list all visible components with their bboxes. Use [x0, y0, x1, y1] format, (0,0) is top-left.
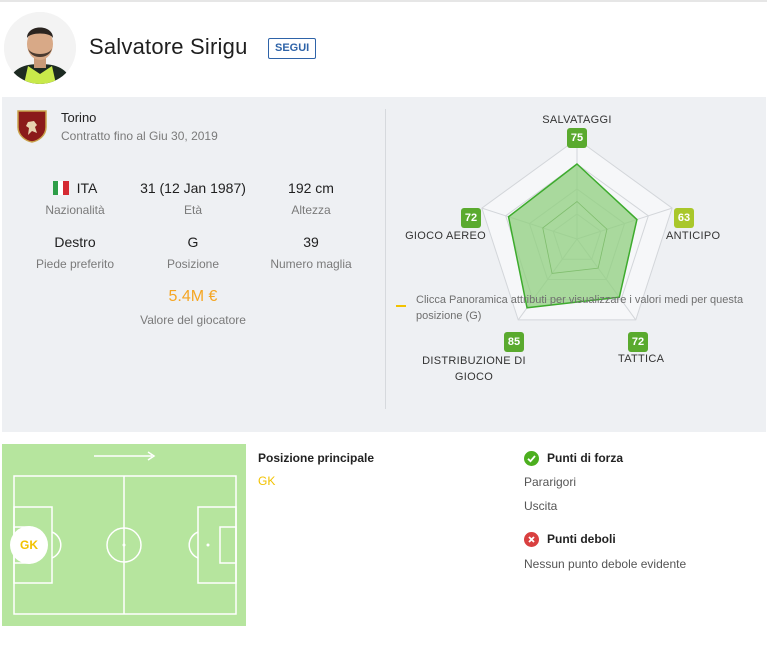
gk-marker — [10, 526, 48, 564]
panel-divider — [385, 109, 386, 409]
foot-label: Piede preferito — [35, 257, 115, 271]
pitch-lines — [10, 451, 237, 615]
player-info-panel: Torino Contratto fino al Giu 30, 2019 IT… — [2, 97, 766, 432]
gk-marker-label: GK — [20, 538, 38, 552]
attr-badge-gioco-aereo: 72 — [461, 208, 481, 228]
position-pitch: GK — [2, 444, 246, 626]
radar-note: Clicca Panoramica attributi per visualiz… — [416, 294, 744, 322]
market-value: 5.4M € — [168, 288, 218, 305]
weakness-item: Nessun punto debole evidente — [524, 557, 687, 571]
height-value: 192 cm — [288, 180, 334, 196]
shirt-number-value: 39 — [303, 234, 319, 250]
stat-position: G Posizione — [128, 234, 258, 271]
follow-button[interactable]: SEGUI — [268, 38, 317, 59]
position-label: Posizione — [166, 257, 220, 271]
weaknesses-title: Punti deboli — [547, 532, 616, 546]
main-position-value: GK — [258, 474, 276, 488]
stat-preferred-foot: Destro Piede preferito — [10, 234, 140, 271]
attr-badge-anticipo: 63 — [674, 208, 694, 228]
attr-label-gioco-aereo: GIOCO AEREO — [405, 230, 486, 242]
player-avatar — [4, 12, 76, 84]
italy-flag-icon — [52, 181, 69, 195]
radar-chart — [481, 138, 673, 321]
legend-dash — [396, 305, 406, 307]
market-value-label: Valore del giocatore — [140, 313, 246, 327]
stat-height: 192 cm Altezza — [246, 180, 376, 217]
x-circle-icon — [524, 532, 539, 547]
attr-badge-salvataggi: 75 — [567, 128, 587, 148]
strength-item: Uscita — [524, 499, 558, 513]
position-value: G — [187, 234, 199, 250]
attr-label-anticipo: ANTICIPO — [666, 230, 721, 242]
contract-expiry: Contratto fino al Giu 30, 2019 — [61, 129, 218, 143]
nationality-label: Nazionalità — [45, 203, 105, 217]
attr-label-salvataggi: SALVATAGGI — [542, 114, 612, 126]
stat-age: 31 (12 Jan 1987) Età — [128, 180, 258, 217]
check-circle-icon — [524, 451, 539, 466]
torino-crest-icon[interactable] — [16, 109, 48, 143]
shirt-number-label: Numero maglia — [270, 257, 352, 271]
strength-item: Pararigori — [524, 475, 577, 489]
top-border — [0, 0, 767, 2]
club-name[interactable]: Torino — [61, 110, 97, 125]
height-label: Altezza — [291, 203, 331, 217]
attr-badge-distribuzione: 85 — [504, 332, 524, 352]
strengths-title: Punti di forza — [547, 451, 623, 465]
stat-shirt-number: 39 Numero maglia — [246, 234, 376, 271]
attribute-radar: SALVATAGGI 75 ANTICIPO 63 TATTICA 72 DIS… — [386, 97, 766, 432]
stat-nationality: ITA Nazionalità — [10, 180, 140, 217]
player-name: Salvatore Sirigu — [89, 34, 248, 59]
nationality-value: ITA — [76, 180, 98, 196]
foot-value: Destro — [54, 234, 96, 250]
main-position-title: Posizione principale — [258, 451, 375, 465]
age-value: 31 (12 Jan 1987) — [140, 180, 246, 196]
radar-inner-ring — [542, 200, 608, 274]
attr-badge-tattica: 72 — [628, 332, 648, 352]
attr-label-distribuzione: DISTRIBUZIONE DI GIOCO — [422, 355, 526, 383]
attr-label-tattica: TATTICA — [618, 353, 665, 365]
radar-player-shape — [507, 163, 638, 309]
age-label: Età — [183, 203, 202, 217]
